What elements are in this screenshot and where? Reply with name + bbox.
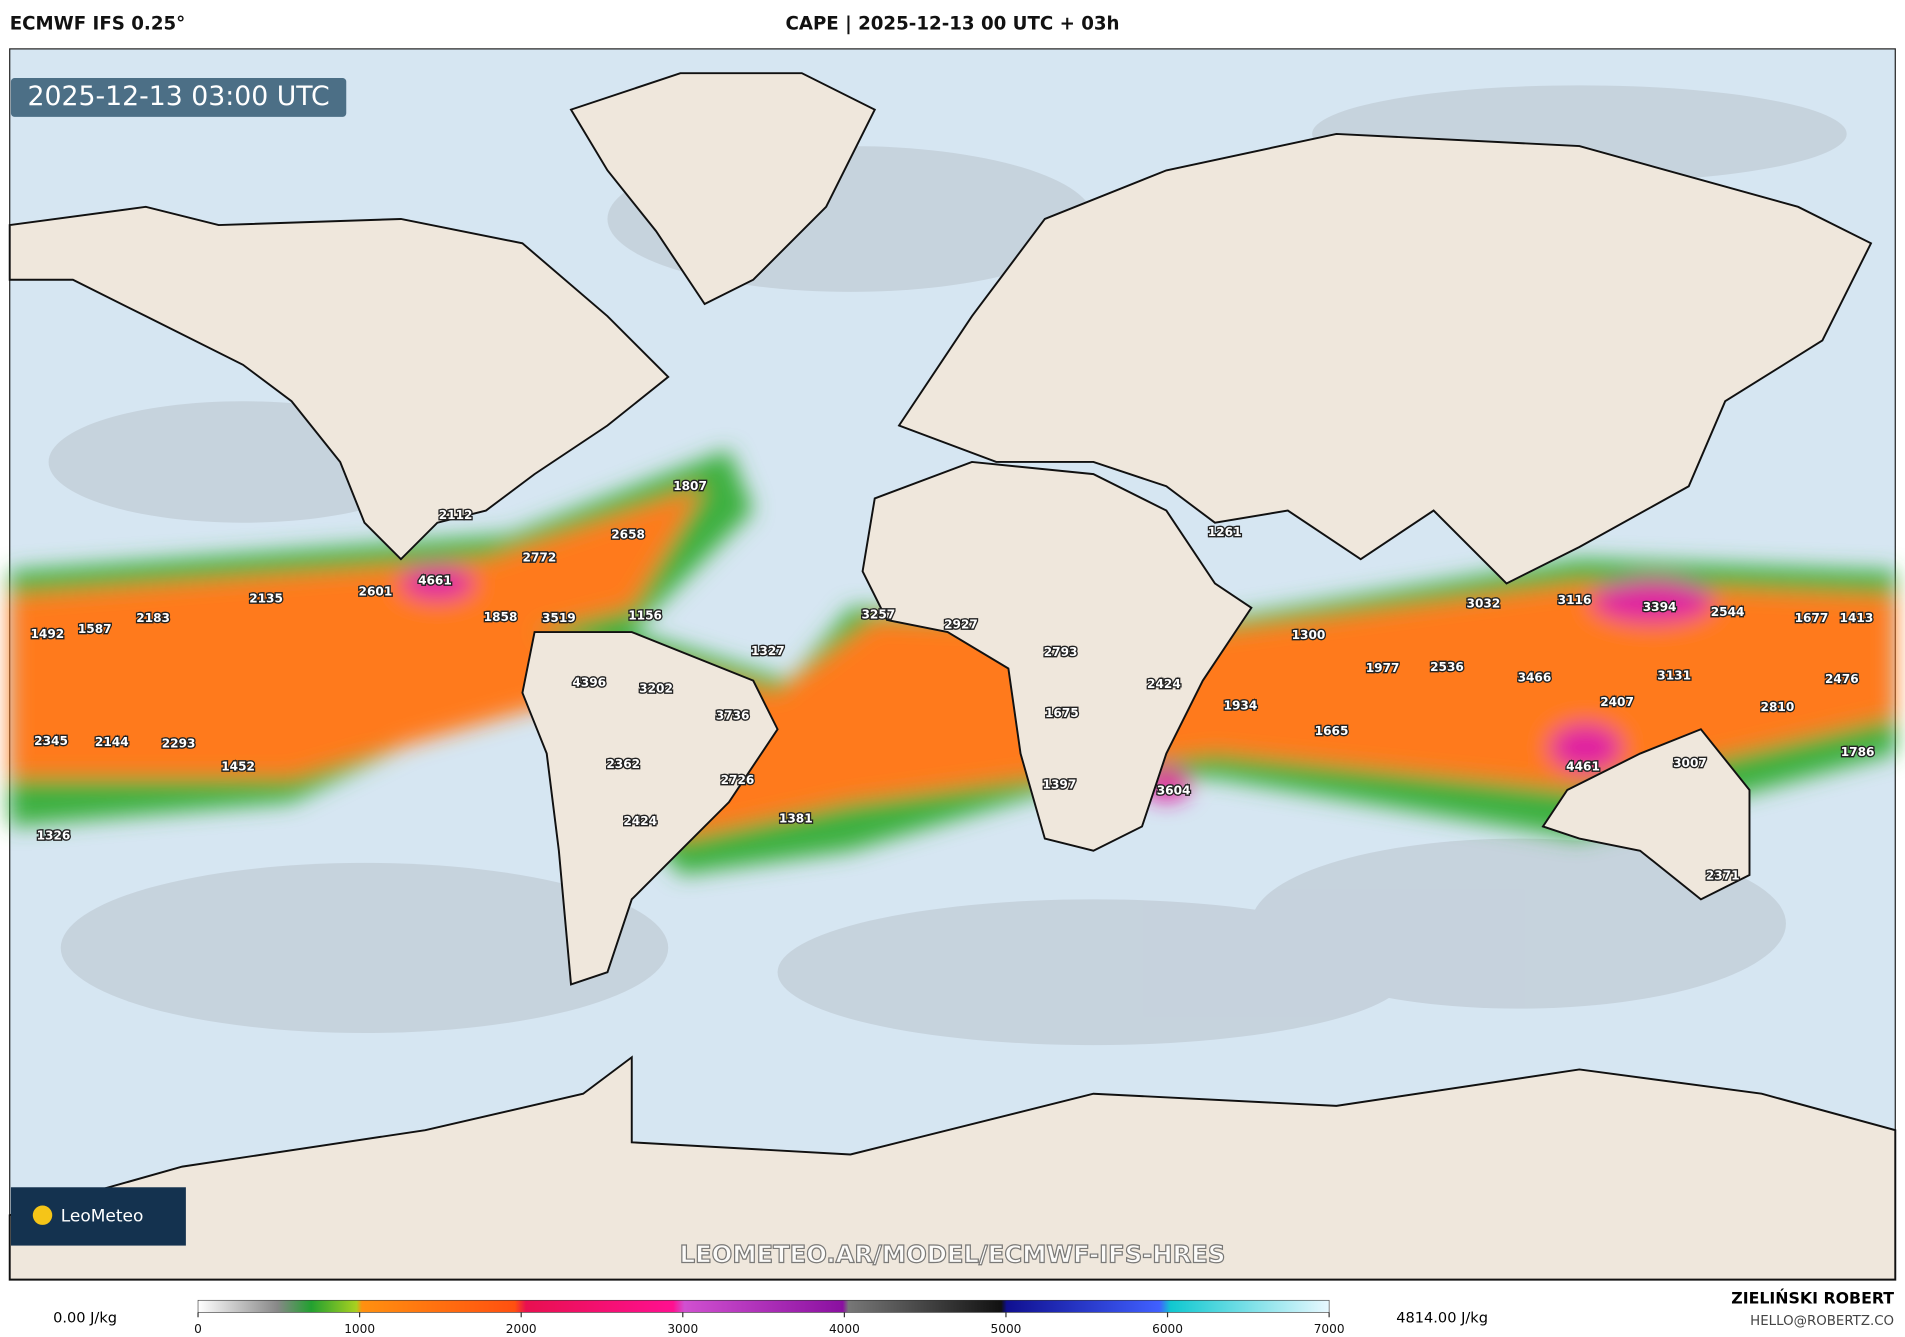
cape-label: 2407 [1600,695,1634,709]
cape-label: 1156 [628,609,662,623]
cape-label: 2601 [359,584,393,598]
cape-label: 1858 [484,610,518,624]
cape-label: 3736 [716,708,750,722]
timestamp-box [10,78,347,117]
cape-label: 3604 [1157,784,1191,798]
colorbar-tick-label: 3000 [667,1322,698,1336]
model-name: ECMWF IFS 0.25° [10,14,186,35]
cape-label: 3257 [862,608,896,622]
logo: LeoMeteo [61,1206,144,1226]
cape-label: 2112 [439,508,473,522]
colorbar-tick-label: 0 [194,1322,202,1336]
cape-label: 2658 [611,527,645,541]
cape-label: 2476 [1825,672,1859,686]
cape-label: 2135 [249,592,283,606]
cape-label: 2810 [1761,700,1795,714]
cape-label: 1452 [221,759,255,773]
author: ZIELIŃSKI ROBERT [1731,1289,1894,1308]
watermark: LEOMETEO.AR/MODEL/ECMWF-IFS-HRES [680,1239,1226,1268]
cape-label: 2927 [944,617,978,631]
cape-label: 1413 [1840,611,1874,625]
continents [8,72,1897,1281]
cape-label: 1300 [1292,628,1326,642]
colorbar-min: 0.00 J/kg [53,1309,117,1326]
cape-label: 1665 [1315,724,1349,738]
cape-label: 1381 [779,812,813,826]
logo-sun [32,1205,53,1225]
cape-label: 2793 [1044,645,1078,659]
cape-label: 2726 [721,773,755,787]
colorbar-max: 4814.00 J/kg [1396,1309,1488,1326]
colorbar-tick-label: 4000 [829,1322,860,1336]
cape-label: 3394 [1643,600,1677,614]
cape-label: 2772 [523,550,557,564]
cape-label: 2424 [1147,677,1181,691]
cape-label: 1675 [1045,706,1079,720]
colorbar [197,1299,1330,1313]
cape-label: 1492 [31,627,65,641]
cape-label: 3007 [1673,756,1707,770]
cape-label: 4661 [418,574,452,588]
email: HELLO@ROBERTZ.CO [1750,1314,1894,1329]
cape-label: 2345 [34,734,68,748]
cape-label: 2424 [623,814,657,828]
cape-label: 3116 [1558,593,1592,607]
map-title: CAPE | 2025-12-13 00 UTC + 03h [785,14,1119,35]
cape-label: 3519 [542,611,576,625]
cape-label: 1326 [37,829,71,843]
cape-label: 1587 [78,622,112,636]
cape-label: 1977 [1366,661,1400,675]
cape-label: 2362 [606,757,640,771]
cape-label: 3131 [1657,668,1691,682]
cape-label: 4461 [1566,759,1600,773]
cape-label: 2544 [1711,605,1745,619]
colorbar-tick-label: 6000 [1152,1322,1183,1336]
map: 2112 1807 2658 2772 4661 2601 2135 2183 1587 1492… [8,48,1897,1281]
cape-label: 1934 [1224,699,1258,713]
cape-label: 1807 [673,479,707,493]
timestamp: 2025-12-13 03:00 UTC [27,81,329,112]
cape-label: 1786 [1841,745,1875,759]
cape-label: 4396 [572,676,606,690]
cape-label: 1677 [1795,611,1829,625]
cape-label: 2536 [1430,660,1464,674]
cape-label: 2144 [95,735,129,749]
cape-label: 2293 [162,736,196,750]
cape-label: 3466 [1518,671,1552,685]
cape-label: 3202 [639,682,673,696]
cape-label: 1397 [1043,778,1077,792]
cape-label: 3032 [1467,597,1501,611]
colorbar-tick-label: 7000 [1314,1322,1345,1336]
cape-label: 2371 [1706,869,1740,883]
cape-label: 1261 [1208,525,1242,539]
cape-label: 1327 [751,644,785,658]
colorbar-tick-label: 2000 [506,1322,537,1336]
colorbar-tick-label: 5000 [991,1322,1022,1336]
colorbar-tick-label: 1000 [344,1322,375,1336]
cape-label: 2183 [136,611,170,625]
